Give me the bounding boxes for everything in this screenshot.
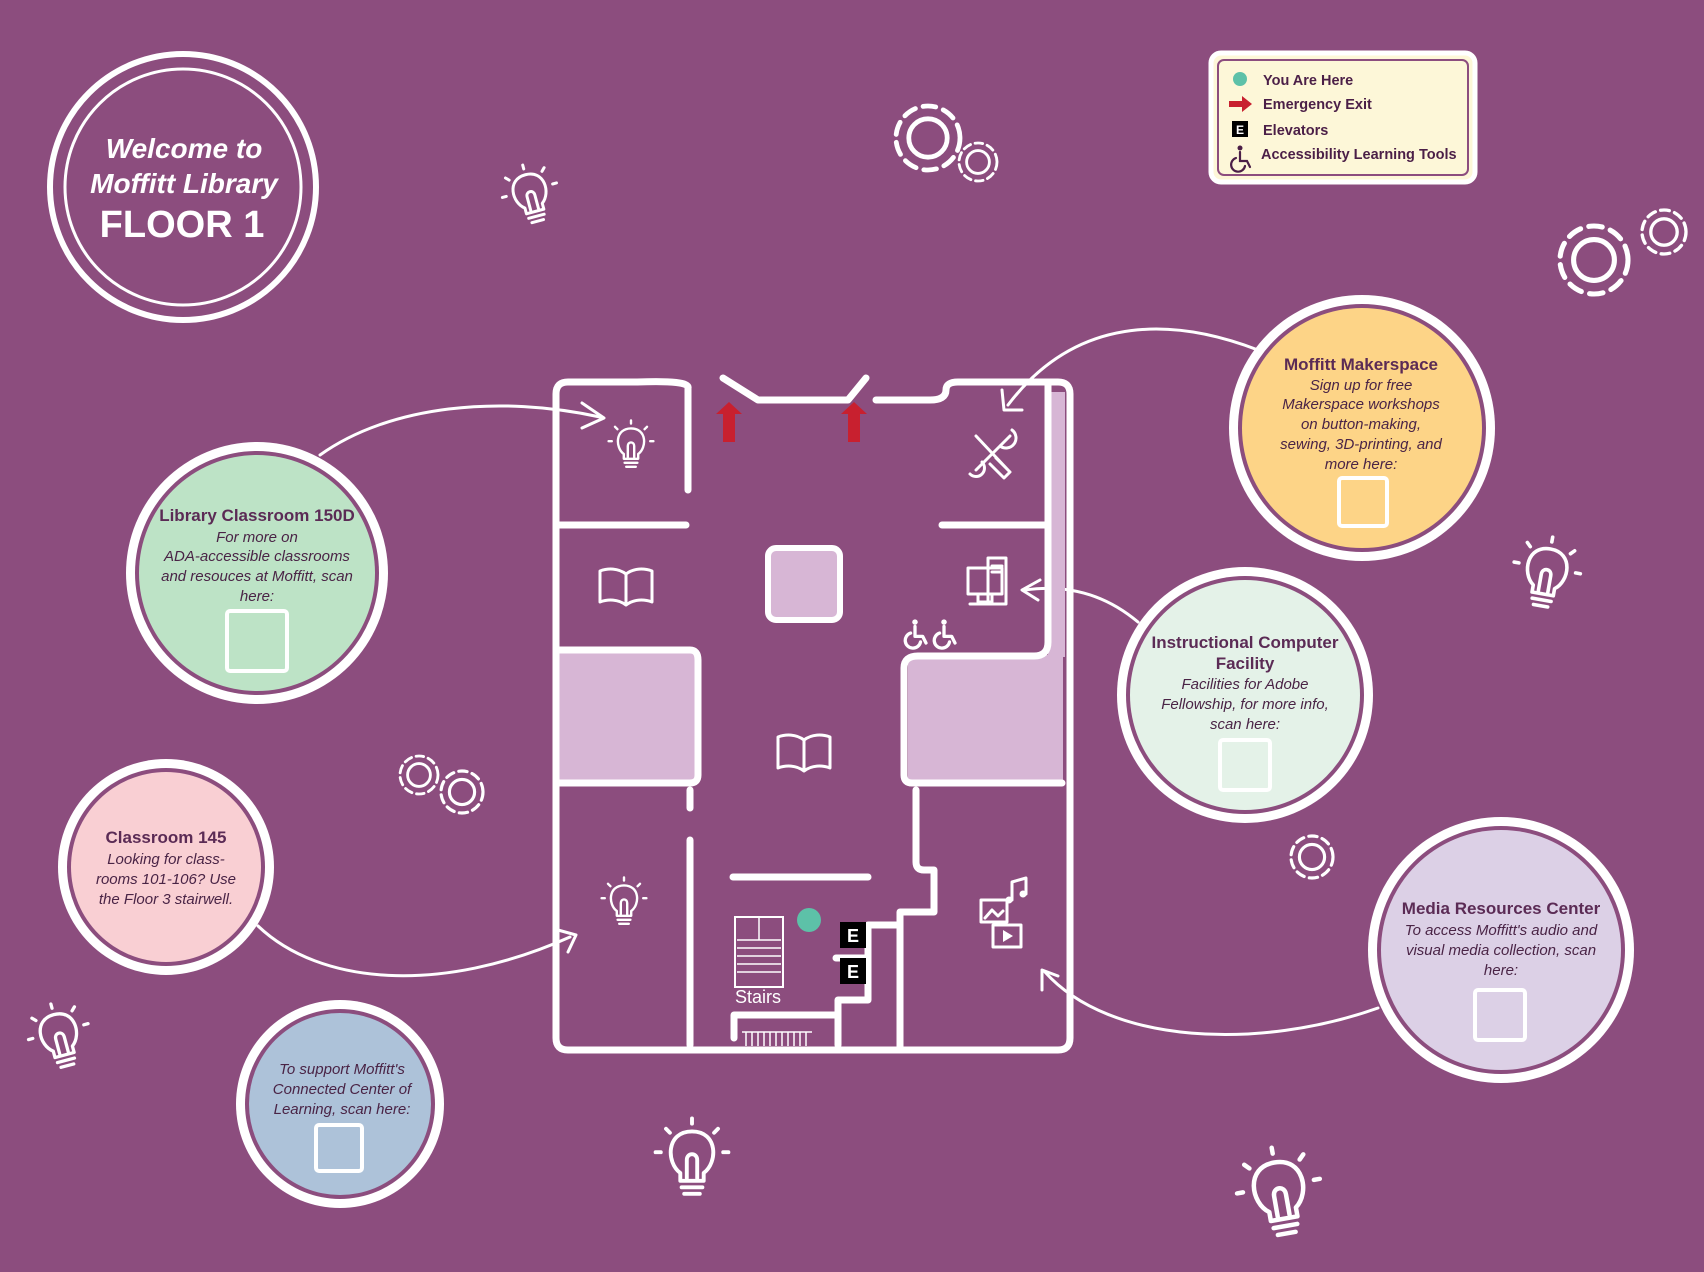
callout-computer-facility: Instructional Computer Facility Faciliti… (1117, 567, 1373, 823)
classroom-145-text: Looking for class- (107, 851, 225, 868)
welcome-line1: Welcome to (106, 133, 263, 164)
connector-arrows (256, 327, 1380, 1036)
elevator-legend-glyph: E (1236, 123, 1244, 137)
elevator-label: E (847, 962, 859, 982)
connected-center-text: Connected Center of (273, 1081, 413, 1098)
makerspace-text: more here: (1325, 456, 1398, 473)
room-fill (558, 650, 696, 780)
makerspace-title: Moffitt Makerspace (1284, 355, 1438, 374)
stairs-label: Stairs (735, 987, 781, 1007)
classroom-145-text: rooms 101-106? Use (96, 871, 236, 888)
qr-placeholder[interactable] (1473, 988, 1527, 1042)
media-center-text: visual media collection, scan (1406, 942, 1596, 959)
classroom-150d-text: here: (240, 588, 274, 605)
callout-classroom-145: Classroom 145 Looking for class- rooms 1… (58, 759, 274, 975)
emergency-exit-icon (716, 402, 742, 442)
emergency-exit-icon (841, 402, 867, 442)
classroom-150d-text: and resouces at Moffitt, scan (161, 568, 353, 585)
qr-placeholder[interactable] (1218, 738, 1272, 792)
callout-media-center: Media Resources Center To access Moffitt… (1368, 817, 1634, 1083)
computer-icon (966, 556, 1008, 606)
legend-emergency-exit: Emergency Exit (1263, 97, 1372, 113)
qr-placeholder[interactable] (225, 609, 289, 673)
makerspace-text: Makerspace workshops (1282, 396, 1440, 413)
room-fill (908, 655, 1063, 781)
classroom-145-title: Classroom 145 (106, 828, 227, 847)
makerspace-text: Sign up for free (1310, 377, 1413, 394)
legend-you-are-here: You Are Here (1263, 73, 1353, 89)
elevator-legend-icon (1232, 121, 1248, 137)
classroom-150d-text: For more on (216, 529, 298, 546)
you-are-here-legend-icon (1233, 72, 1247, 86)
callout-makerspace: Moffitt Makerspace Sign up for free Make… (1229, 295, 1495, 561)
classroom-150d-title: Library Classroom 150D (159, 506, 355, 525)
elevator-label: E (847, 926, 859, 946)
computer-facility-title: Facility (1216, 654, 1275, 673)
media-center-text: here: (1484, 962, 1518, 979)
floor-title: FLOOR 1 (100, 204, 265, 246)
computer-facility-text: Fellowship, for more info, (1161, 696, 1329, 713)
stairs-icon (734, 916, 812, 1046)
media-icon (979, 876, 1028, 949)
qr-placeholder[interactable] (314, 1123, 364, 1173)
media-center-title: Media Resources Center (1402, 899, 1601, 918)
callout-connected-center: To support Moffitt's Connected Center of… (236, 1000, 444, 1208)
room-fill (1048, 392, 1065, 657)
classroom-145-text: the Floor 3 stairwell. (99, 891, 233, 908)
elevator-icon (840, 958, 866, 984)
classroom-150d-text: ADA-accessible classrooms (163, 548, 350, 565)
media-center-text: To access Moffitt's audio and (1405, 922, 1598, 939)
elevator-icon (840, 922, 866, 948)
callout-classroom-150d: Library Classroom 150D For more on ADA-a… (126, 442, 388, 704)
qr-placeholder[interactable] (1337, 476, 1389, 528)
connected-center-text: To support Moffitt's (279, 1061, 405, 1078)
welcome-line2: Moffitt Library (90, 168, 279, 199)
computer-facility-title: Instructional Computer (1151, 633, 1338, 652)
wheelchair-legend-icon (1230, 145, 1252, 173)
computer-facility-text: Facilities for Adobe (1181, 676, 1308, 693)
map-legend: You Are Here Emergency Exit E Elevators … (1208, 50, 1478, 185)
makerspace-text: on button-making, (1301, 416, 1421, 433)
tools-icon (968, 428, 1018, 480)
legend-elevators: Elevators (1263, 123, 1328, 139)
computer-facility-text: scan here: (1210, 716, 1280, 733)
floor-plan: Stairs E E (552, 374, 1074, 1054)
connected-center-text: Learning, scan here: (274, 1101, 411, 1118)
you-are-here-marker (797, 908, 821, 932)
center-column (765, 545, 843, 623)
welcome-badge: Welcome to Moffitt Library FLOOR 1 (47, 51, 319, 323)
makerspace-text: sewing, 3D-printing, and (1280, 436, 1442, 453)
legend-accessibility: Accessibility Learning Tools (1261, 147, 1457, 163)
exit-legend-icon (1229, 96, 1252, 112)
